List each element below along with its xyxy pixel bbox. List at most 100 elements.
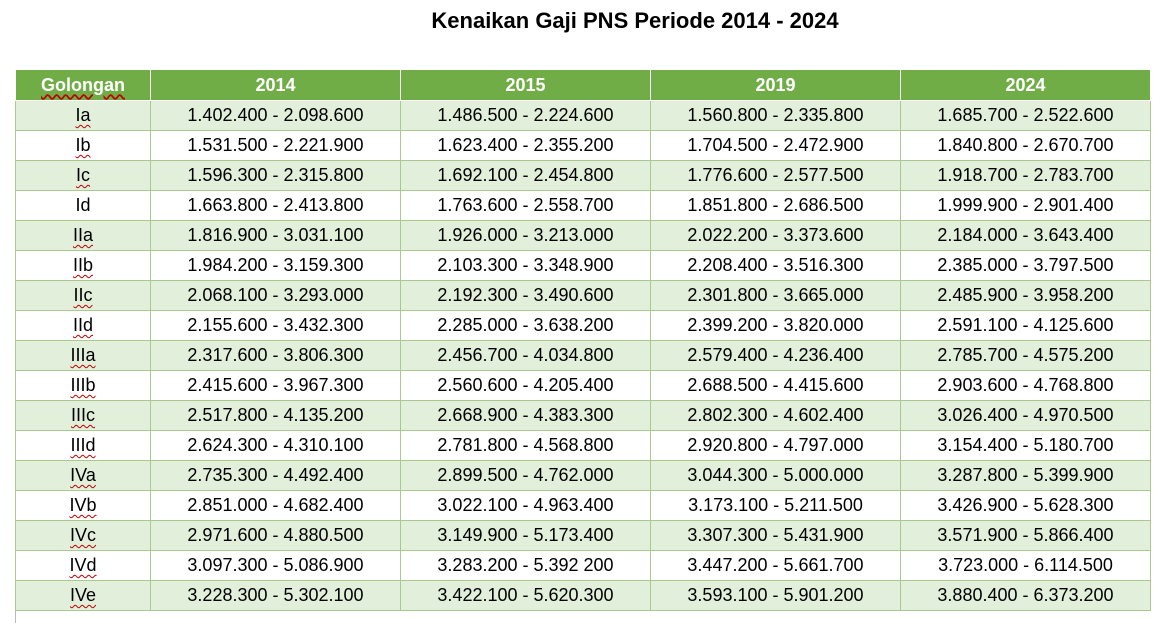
salary-cell: 2.301.800 - 3.665.000 [650, 280, 901, 311]
salary-cell: 2.022.200 - 3.373.600 [650, 220, 901, 251]
salary-table: Golongan 2014 2015 2019 2024 Ia 1.402.400 - 2… [15, 69, 1151, 611]
salary-cell: 3.283.200 - 5.392 200 [400, 550, 651, 581]
grade-cell: IIId [15, 430, 151, 461]
salary-cell: 2.415.600 - 3.967.300 [150, 370, 401, 401]
salary-cell: 2.688.500 - 4.415.600 [650, 370, 901, 401]
salary-cell: 2.103.300 - 3.348.900 [400, 250, 651, 281]
salary-cell: 3.044.300 - 5.000.000 [650, 460, 901, 491]
salary-cell: 3.723.000 - 6.114.500 [900, 550, 1151, 581]
salary-cell: 1.851.800 - 2.686.500 [650, 190, 901, 221]
salary-cell: 2.785.700 - 4.575.200 [900, 340, 1151, 371]
grade-cell: IVb [15, 490, 151, 521]
grade-cell: Id [15, 190, 151, 221]
salary-cell: 2.456.700 - 4.034.800 [400, 340, 651, 371]
salary-cell: 2.920.800 - 4.797.000 [650, 430, 901, 461]
salary-cell: 2.192.300 - 3.490.600 [400, 280, 651, 311]
table-row: IIIb 2.415.600 - 3.967.300 2.560.600 - 4.2… [15, 370, 1151, 401]
salary-cell: 2.517.800 - 4.135.200 [150, 400, 401, 431]
salary-cell: 1.999.900 - 2.901.400 [900, 190, 1151, 221]
table-row: Ic 1.596.300 - 2.315.800 1.692.100 - 2.454… [15, 160, 1151, 191]
grade-cell: Ib [15, 130, 151, 161]
salary-cell: 2.399.200 - 3.820.000 [650, 310, 901, 341]
grade-cell: IVc [15, 520, 151, 551]
salary-cell: 3.097.300 - 5.086.900 [150, 550, 401, 581]
salary-cell: 3.026.400 - 4.970.500 [900, 400, 1151, 431]
salary-cell: 2.591.100 - 4.125.600 [900, 310, 1151, 341]
grade-cell: IIc [15, 280, 151, 311]
salary-cell: 3.228.300 - 5.302.100 [150, 580, 401, 611]
salary-cell: 1.984.200 - 3.159.300 [150, 250, 401, 281]
salary-cell: 3.571.900 - 5.866.400 [900, 520, 1151, 551]
salary-cell: 3.022.100 - 4.963.400 [400, 490, 651, 521]
salary-cell: 2.068.100 - 3.293.000 [150, 280, 401, 311]
salary-cell: 2.899.500 - 4.762.000 [400, 460, 651, 491]
grade-cell: Ic [15, 160, 151, 191]
salary-cell: 2.208.400 - 3.516.300 [650, 250, 901, 281]
salary-cell: 3.287.800 - 5.399.900 [900, 460, 1151, 491]
table-body: Ia 1.402.400 - 2.098.600 1.486.500 - 2.224… [15, 100, 1151, 611]
salary-cell: 2.579.400 - 4.236.400 [650, 340, 901, 371]
column-header: 2014 [150, 69, 401, 101]
salary-cell: 2.560.600 - 4.205.400 [400, 370, 651, 401]
salary-cell: 3.447.200 - 5.661.700 [650, 550, 901, 581]
salary-cell: 1.596.300 - 2.315.800 [150, 160, 401, 191]
salary-cell: 3.422.100 - 5.620.300 [400, 580, 651, 611]
page-edge [15, 610, 16, 623]
salary-cell: 2.285.000 - 3.638.200 [400, 310, 651, 341]
table-row: IIId 2.624.300 - 4.310.100 2.781.800 - 4.5… [15, 430, 1151, 461]
salary-cell: 1.623.400 - 2.355.200 [400, 130, 651, 161]
grade-cell: IVd [15, 550, 151, 581]
table-row: IVe 3.228.300 - 5.302.100 3.422.100 - 5.62… [15, 580, 1151, 611]
salary-cell: 3.880.400 - 6.373.200 [900, 580, 1151, 611]
grade-cell: IId [15, 310, 151, 341]
header-row: Golongan 2014 2015 2019 2024 [15, 69, 1151, 101]
table-row: Id 1.663.800 - 2.413.800 1.763.600 - 2.558… [15, 190, 1151, 221]
salary-cell: 2.903.600 - 4.768.800 [900, 370, 1151, 401]
grade-cell: IIa [15, 220, 151, 251]
table-row: IIa 1.816.900 - 3.031.100 1.926.000 - 3.21… [15, 220, 1151, 251]
table-row: Ia 1.402.400 - 2.098.600 1.486.500 - 2.224… [15, 100, 1151, 131]
column-header: Golongan [15, 69, 151, 101]
salary-cell: 1.692.100 - 2.454.800 [400, 160, 651, 191]
salary-cell: 3.154.400 - 5.180.700 [900, 430, 1151, 461]
salary-cell: 1.926.000 - 3.213.000 [400, 220, 651, 251]
table-row: IVa 2.735.300 - 4.492.400 2.899.500 - 4.76… [15, 460, 1151, 491]
salary-cell: 2.317.600 - 3.806.300 [150, 340, 401, 371]
salary-cell: 3.307.300 - 5.431.900 [650, 520, 901, 551]
salary-cell: 1.763.600 - 2.558.700 [400, 190, 651, 221]
grade-cell: IVa [15, 460, 151, 491]
salary-cell: 2.385.000 - 3.797.500 [900, 250, 1151, 281]
salary-cell: 3.426.900 - 5.628.300 [900, 490, 1151, 521]
grade-cell: IVe [15, 580, 151, 611]
column-header: 2015 [400, 69, 651, 101]
salary-cell: 3.149.900 - 5.173.400 [400, 520, 651, 551]
table-row: IVb 2.851.000 - 4.682.400 3.022.100 - 4.96… [15, 490, 1151, 521]
grade-cell: IIIc [15, 400, 151, 431]
salary-cell: 1.816.900 - 3.031.100 [150, 220, 401, 251]
column-header: 2024 [900, 69, 1151, 101]
salary-cell: 1.560.800 - 2.335.800 [650, 100, 901, 131]
salary-cell: 2.184.000 - 3.643.400 [900, 220, 1151, 251]
salary-cell: 2.735.300 - 4.492.400 [150, 460, 401, 491]
table-row: IId 2.155.600 - 3.432.300 2.285.000 - 3.63… [15, 310, 1151, 341]
column-header: 2019 [650, 69, 901, 101]
salary-cell: 1.704.500 - 2.472.900 [650, 130, 901, 161]
salary-cell: 1.402.400 - 2.098.600 [150, 100, 401, 131]
grade-cell: IIb [15, 250, 151, 281]
salary-cell: 2.971.600 - 4.880.500 [150, 520, 401, 551]
salary-cell: 2.485.900 - 3.958.200 [900, 280, 1151, 311]
salary-cell: 2.624.300 - 4.310.100 [150, 430, 401, 461]
salary-cell: 1.486.500 - 2.224.600 [400, 100, 651, 131]
table-row: IVc 2.971.600 - 4.880.500 3.149.900 - 5.17… [15, 520, 1151, 551]
grade-cell: IIIb [15, 370, 151, 401]
salary-cell: 2.802.300 - 4.602.400 [650, 400, 901, 431]
salary-cell: 1.685.700 - 2.522.600 [900, 100, 1151, 131]
salary-cell: 3.173.100 - 5.211.500 [650, 490, 901, 521]
table-row: IIIc 2.517.800 - 4.135.200 2.668.900 - 4.3… [15, 400, 1151, 431]
salary-cell: 1.531.500 - 2.221.900 [150, 130, 401, 161]
salary-cell: 1.776.600 - 2.577.500 [650, 160, 901, 191]
salary-cell: 1.840.800 - 2.670.700 [900, 130, 1151, 161]
table-row: IIc 2.068.100 - 3.293.000 2.192.300 - 3.49… [15, 280, 1151, 311]
salary-cell: 1.918.700 - 2.783.700 [900, 160, 1151, 191]
